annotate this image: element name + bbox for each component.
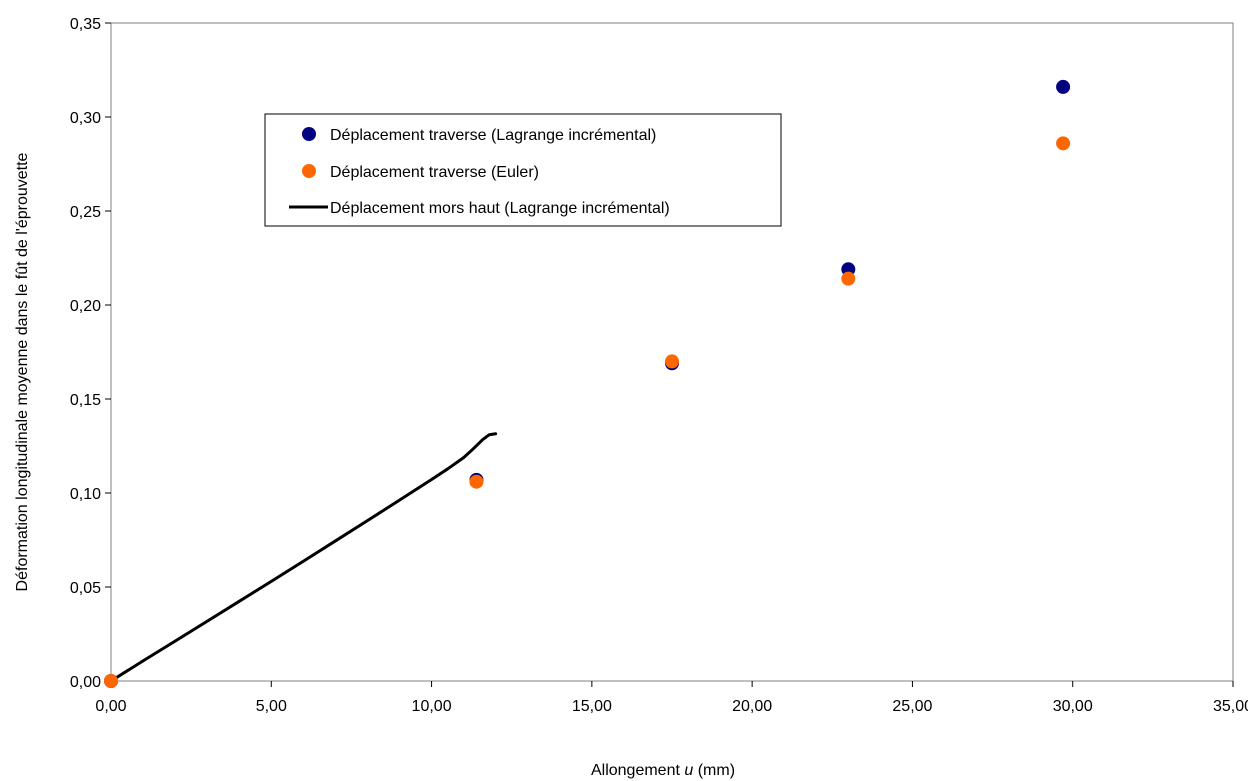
y-axis-tick-labels: 0,00 0,05 0,10 0,15 0,20 0,25 0,30 0,35	[70, 16, 101, 691]
data-point-euler	[469, 474, 484, 489]
y-tick-label: 0,05	[70, 580, 101, 597]
data-point-euler	[104, 674, 118, 688]
legend: Déplacement traverse (Lagrange incrément…	[264, 113, 782, 227]
y-tick-label: 0,20	[70, 298, 101, 315]
series-line-mors-haut	[109, 432, 498, 683]
x-tick-label: 30,00	[1053, 698, 1093, 715]
x-axis-title-before: Allongement	[591, 762, 684, 779]
x-tick-label: 20,00	[732, 698, 772, 715]
x-axis-title-italic: u	[684, 762, 693, 779]
data-point-euler	[665, 354, 679, 369]
x-tick-label: 10,00	[412, 698, 452, 715]
x-tick-label: 25,00	[892, 698, 932, 715]
data-point-euler	[841, 271, 856, 286]
legend-label-lagrange: Déplacement traverse (Lagrange incrément…	[330, 127, 656, 144]
data-point-euler	[1056, 136, 1071, 151]
y-tick-label: 0,25	[70, 204, 101, 221]
legend-label-mors-haut: Déplacement mors haut (Lagrange incrémen…	[330, 200, 670, 217]
x-axis-tick-labels: 0,00 5,00 10,00 15,00 20,00 25,00 30,00 35,00	[95, 698, 1248, 715]
y-tick-label: 0,10	[70, 486, 101, 503]
data-point-lagrange	[1056, 79, 1071, 94]
x-axis-title-after: (mm)	[693, 762, 735, 779]
x-tick-label: 15,00	[572, 698, 612, 715]
x-axis-title: Allongement u (mm)	[591, 762, 735, 779]
x-tick-label: 5,00	[256, 698, 287, 715]
legend-marker-lagrange	[302, 127, 316, 141]
legend-box	[264, 113, 782, 227]
legend-marker-euler	[302, 164, 316, 178]
y-axis-title: Déformation longitudinale moyenne dans l…	[14, 152, 31, 591]
y-axis-ticks	[105, 22, 111, 682]
legend-label-euler: Déplacement traverse (Euler)	[330, 164, 539, 181]
y-tick-label: 0,35	[70, 16, 101, 33]
x-axis-ticks	[110, 681, 1234, 687]
y-tick-label: 0,30	[70, 110, 101, 127]
x-tick-label: 0,00	[95, 698, 126, 715]
x-tick-label: 35,00	[1213, 698, 1248, 715]
y-tick-label: 0,15	[70, 392, 101, 409]
y-tick-label: 0,00	[70, 674, 101, 691]
series-layer	[104, 79, 1071, 688]
